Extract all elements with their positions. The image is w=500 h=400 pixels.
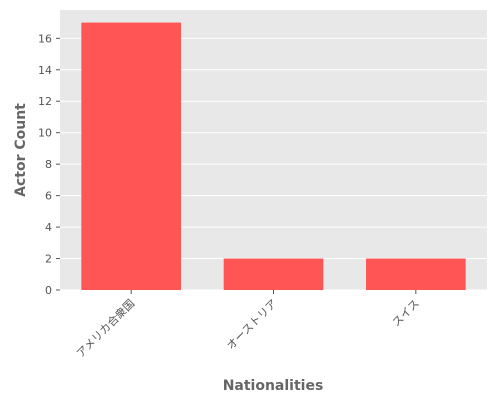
y-axis-title: Actor Count xyxy=(13,103,29,197)
x-tick-label: オーストリア xyxy=(224,297,279,352)
y-tick-label: 4 xyxy=(45,221,52,234)
y-tick-label: 10 xyxy=(38,127,52,140)
bars xyxy=(81,22,466,291)
y-tick-label: 8 xyxy=(45,158,52,171)
x-tick-label: スイス xyxy=(390,297,422,329)
y-tick-label: 0 xyxy=(45,284,52,297)
bar xyxy=(81,22,181,291)
y-tick-label: 14 xyxy=(38,64,52,77)
y-tick-label: 12 xyxy=(38,95,52,108)
bar xyxy=(366,258,466,290)
x-axis-ticks: アメリカ合衆国 オーストリア スイス xyxy=(73,290,422,360)
y-tick-label: 16 xyxy=(38,32,52,45)
y-axis-ticks: 0 2 4 6 8 10 12 14 16 xyxy=(38,32,60,297)
y-tick-label: 2 xyxy=(45,253,52,266)
x-tick-label: アメリカ合衆国 xyxy=(73,296,137,360)
bar xyxy=(223,258,324,290)
y-tick-label: 6 xyxy=(45,190,52,203)
x-axis-title: Nationalities xyxy=(223,378,324,394)
